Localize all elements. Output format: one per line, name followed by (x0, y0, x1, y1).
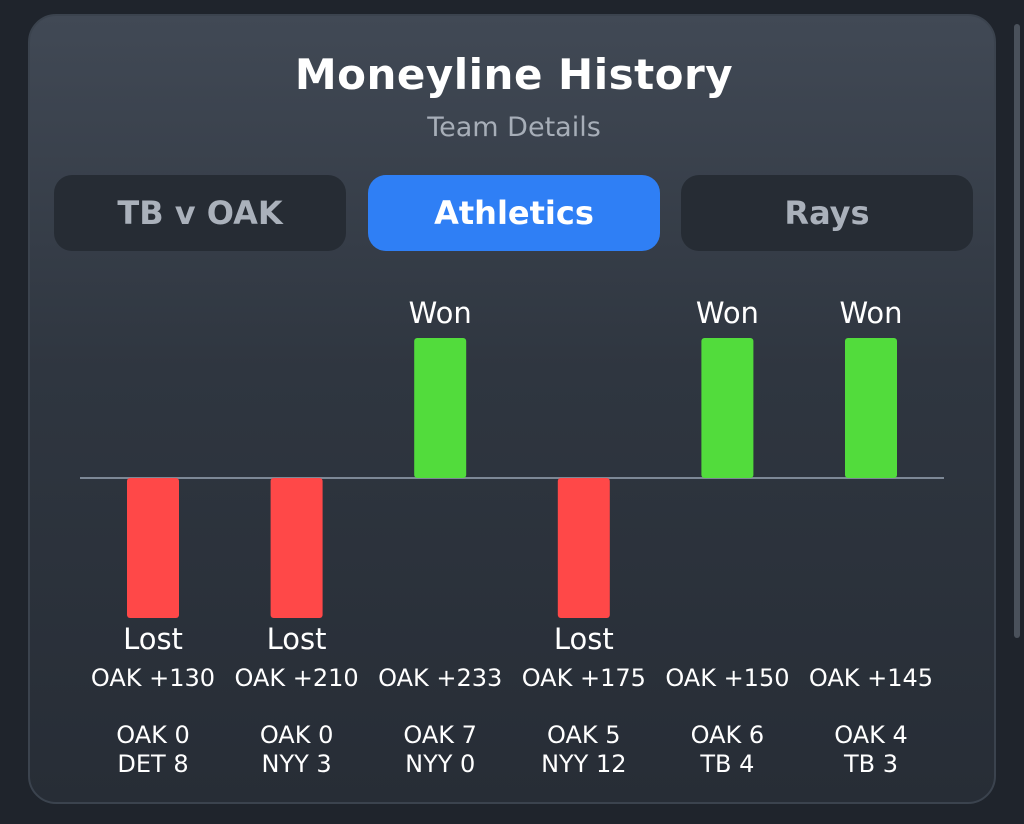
score-opponent-label: NYY 12 (541, 750, 626, 778)
tab-athletics[interactable]: Athletics (368, 175, 660, 251)
result-label: Won (839, 296, 902, 330)
result-label: Lost (554, 622, 614, 656)
page-subtitle: Team Details (427, 112, 601, 143)
scrollbar[interactable] (1014, 24, 1020, 638)
score-team-label: OAK 5 (547, 721, 621, 749)
score-opponent-label: DET 8 (117, 750, 188, 778)
page-title: Moneyline History (294, 50, 734, 99)
tab-matchup[interactable]: TB v OAK (54, 175, 346, 251)
moneyline-card: Moneyline History Team Details TB v OAK … (28, 14, 996, 804)
result-label: Lost (267, 622, 327, 656)
result-bar (270, 478, 323, 618)
result-bar (845, 338, 897, 478)
result-label: Won (696, 296, 759, 330)
moneyline-label: OAK +145 (809, 664, 933, 692)
result-bar (557, 478, 610, 618)
tab-rays[interactable]: Rays (681, 175, 973, 251)
result-bar (701, 338, 754, 478)
score-opponent-label: TB 3 (843, 750, 898, 778)
moneyline-label: OAK +130 (91, 664, 215, 692)
moneyline-label: OAK +150 (665, 664, 789, 692)
moneyline-label: OAK +175 (522, 664, 646, 692)
moneyline-label: OAK +233 (378, 664, 502, 692)
result-label: Lost (123, 622, 183, 656)
score-team-label: OAK 6 (691, 721, 765, 749)
result-bar (414, 338, 467, 478)
score-opponent-label: TB 4 (699, 750, 754, 778)
score-team-label: OAK 7 (403, 721, 477, 749)
score-team-label: OAK 0 (116, 721, 190, 749)
result-label: Won (409, 296, 472, 330)
score-team-label: OAK 4 (834, 721, 908, 749)
result-bar (127, 478, 179, 618)
moneyline-label: OAK +210 (235, 664, 359, 692)
score-team-label: OAK 0 (260, 721, 334, 749)
score-opponent-label: NYY 3 (262, 750, 332, 778)
score-opponent-label: NYY 0 (405, 750, 475, 778)
